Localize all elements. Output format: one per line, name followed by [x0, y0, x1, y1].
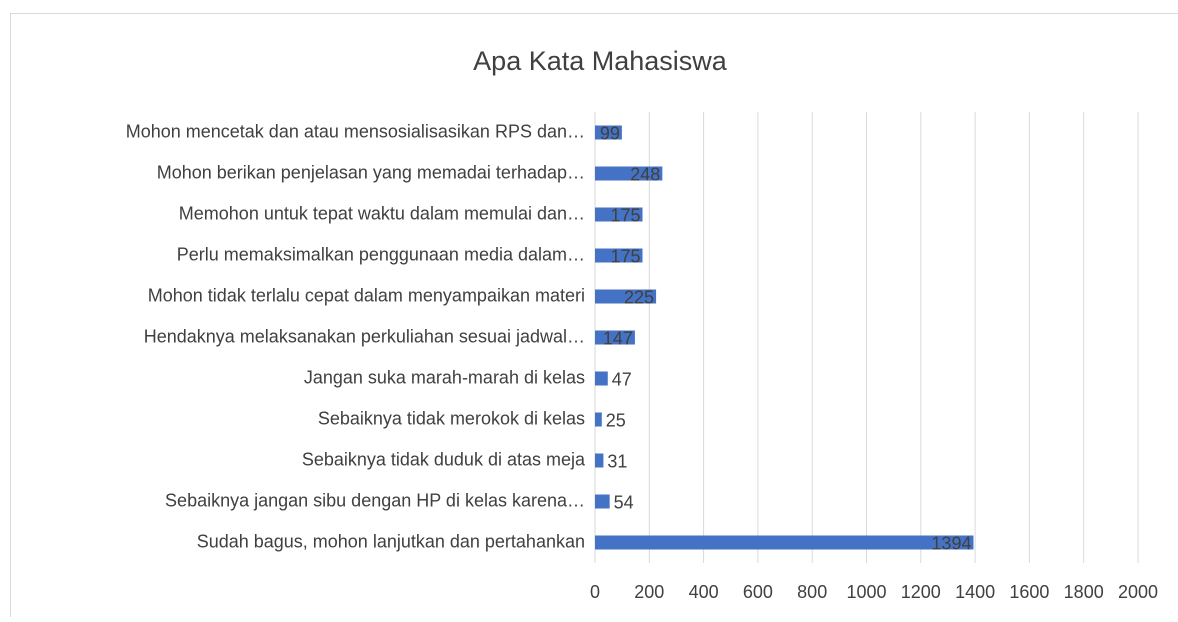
x-tick-label: 200	[634, 582, 664, 602]
chart-frame	[11, 14, 1178, 618]
y-tick-label: Sebaiknya tidak merokok di kelas	[318, 408, 585, 428]
data-label: 31	[607, 451, 627, 471]
x-tick-label: 0	[590, 582, 600, 602]
data-label: 25	[606, 410, 626, 430]
y-tick-label: Sebaiknya jangan sibu dengan HP di kelas…	[165, 490, 585, 510]
chart-title: Apa Kata Mahasiswa	[473, 46, 728, 76]
y-tick-label: Hendaknya melaksanakan perkuliahan sesua…	[144, 326, 585, 346]
x-tick-label: 1600	[1009, 582, 1049, 602]
bar	[595, 413, 602, 427]
data-label: 147	[603, 328, 633, 348]
y-tick-label: Jangan suka marah-marah di kelas	[304, 367, 585, 387]
x-tick-label: 400	[689, 582, 719, 602]
bar	[595, 372, 608, 386]
bar	[595, 454, 603, 468]
data-label: 54	[614, 492, 634, 512]
y-tick-label: Mohon tidak terlalu cepat dalam menyampa…	[148, 285, 585, 305]
bar	[595, 536, 973, 550]
data-label: 248	[630, 164, 660, 184]
bar	[595, 495, 610, 509]
y-tick-label: Perlu memaksimalkan penggunaan media dal…	[177, 244, 585, 264]
x-tick-label: 1000	[846, 582, 886, 602]
data-label: 1394	[931, 533, 971, 553]
y-tick-label: Mohon berikan penjelasan yang memadai te…	[157, 162, 585, 182]
y-tick-label: Memohon untuk tepat waktu dalam memulai …	[179, 203, 585, 223]
x-tick-label: 600	[743, 582, 773, 602]
data-label: 175	[610, 246, 640, 266]
y-tick-label: Sebaiknya tidak duduk di atas meja	[302, 449, 586, 469]
y-tick-label: Sudah bagus, mohon lanjutkan dan pertaha…	[197, 531, 585, 551]
x-tick-label: 1800	[1064, 582, 1104, 602]
data-label: 47	[612, 369, 632, 389]
data-label: 175	[610, 205, 640, 225]
x-tick-label: 2000	[1118, 582, 1158, 602]
x-tick-label: 1400	[955, 582, 995, 602]
x-tick-label: 800	[797, 582, 827, 602]
y-tick-label: Mohon mencetak dan atau mensosialisasika…	[126, 121, 585, 141]
data-label: 225	[624, 287, 654, 307]
x-tick-label: 1200	[901, 582, 941, 602]
data-label: 99	[600, 123, 620, 143]
